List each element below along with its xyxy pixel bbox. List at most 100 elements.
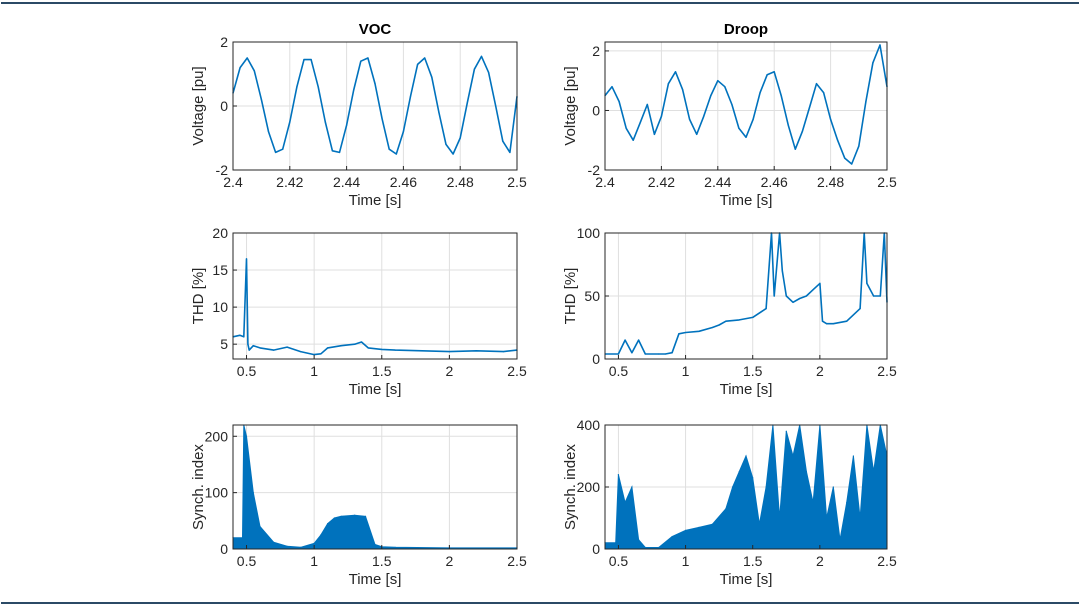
- y-tick-label: 100: [577, 225, 601, 241]
- data-point: [252, 492, 254, 494]
- data-point: [445, 143, 447, 145]
- data-point: [360, 60, 362, 62]
- data-point: [846, 320, 848, 322]
- y-tick-label: 200: [577, 479, 601, 495]
- data-point: [674, 71, 677, 73]
- data-point: [792, 301, 794, 303]
- data-point: [758, 523, 761, 525]
- data-point: [799, 297, 801, 300]
- data-point: [320, 534, 322, 536]
- data-point: [738, 127, 740, 129]
- data-point: [243, 336, 245, 338]
- data-point: [480, 55, 483, 58]
- data-point: [752, 118, 754, 120]
- x-tick-label: 2.4: [223, 174, 243, 190]
- data-point: [858, 145, 860, 147]
- data-point: [805, 295, 808, 297]
- data-point: [296, 86, 298, 88]
- y-axis-label: Voltage [pu]: [190, 66, 207, 145]
- x-tick-label: 2.4: [595, 174, 615, 190]
- x-tick-label: 1.5: [372, 363, 392, 379]
- data-point: [830, 118, 832, 120]
- data-point: [475, 350, 477, 352]
- x-tick-label: 2.44: [704, 174, 731, 190]
- x-tick-label: 2.48: [817, 174, 844, 190]
- data-point: [331, 150, 333, 152]
- x-tick-label: 1: [682, 363, 690, 379]
- x-axis-label: Time [s]: [720, 571, 773, 588]
- data-point: [502, 140, 504, 142]
- data-point: [685, 529, 687, 532]
- data-point: [611, 86, 613, 88]
- data-point: [792, 455, 794, 457]
- subplot-3: 0.5 1 1.5 2 2.5 5 10 15 20 Time [s] THD [%]: [190, 225, 527, 398]
- x-axis-label: Time [s]: [720, 381, 773, 398]
- axes-frame: [232, 424, 518, 550]
- data-point: [502, 351, 505, 353]
- data-point: [765, 486, 767, 488]
- data-point: [787, 124, 789, 126]
- y-tick-label: 0: [592, 541, 600, 557]
- data-point: [327, 347, 329, 349]
- data-point: [873, 295, 875, 297]
- data-point: [402, 131, 404, 133]
- data-point: [253, 70, 255, 72]
- data-point: [459, 137, 461, 139]
- data-point: [866, 282, 868, 284]
- x-tick-label: 2.46: [390, 174, 417, 190]
- data-point: [246, 57, 248, 59]
- subplot-title: Droop: [724, 21, 768, 38]
- data-point: [780, 95, 782, 97]
- data-point: [658, 546, 660, 549]
- data-point: [286, 545, 288, 547]
- data-point: [839, 539, 841, 541]
- data-point: [247, 343, 249, 345]
- data-point: [395, 153, 397, 155]
- data-point: [745, 455, 747, 457]
- data-point: [241, 537, 244, 539]
- data-point: [660, 115, 663, 117]
- y-tick-label: 15: [212, 262, 228, 278]
- data-point: [785, 430, 787, 432]
- subplot-title: VOC: [359, 21, 392, 38]
- data-point: [338, 151, 341, 153]
- data-point: [625, 127, 627, 129]
- data-point: [685, 331, 687, 334]
- data-point: [696, 133, 698, 135]
- data-point: [823, 92, 825, 94]
- data-point: [725, 508, 727, 510]
- y-tick-label: 20: [212, 225, 228, 241]
- data-point: [340, 515, 342, 517]
- data-point: [638, 539, 640, 541]
- data-point: [360, 341, 363, 343]
- x-tick-label: 2.44: [333, 174, 360, 190]
- data-point: [354, 343, 356, 345]
- data-point: [260, 99, 262, 101]
- y-tick-label: 100: [205, 485, 229, 501]
- data-point: [667, 83, 670, 85]
- plot-area: [605, 42, 887, 170]
- data-point: [773, 295, 775, 297]
- data-point: [245, 435, 248, 437]
- data-point: [267, 131, 270, 133]
- plot-area: [233, 425, 517, 549]
- data-point: [273, 541, 275, 543]
- data-point: [644, 353, 646, 355]
- data-point: [286, 346, 288, 348]
- y-tick-label: -2: [588, 162, 601, 178]
- data-point: [448, 351, 450, 353]
- series-area-1: [232, 424, 518, 550]
- data-point: [431, 76, 433, 78]
- data-point: [653, 133, 656, 135]
- x-tick-label: 2.5: [507, 174, 527, 190]
- data-point: [819, 282, 821, 284]
- x-tick-label: 2.5: [507, 553, 527, 569]
- subplot-6: 0.5 1 1.5 2 2.5 0 200 400 Time [s] Synch. index: [562, 417, 897, 588]
- data-point: [388, 148, 390, 150]
- data-point: [812, 289, 814, 291]
- x-axis-label: Time [s]: [349, 381, 402, 398]
- x-tick-label: 1.5: [743, 363, 763, 379]
- data-point: [275, 151, 277, 153]
- data-point: [805, 470, 808, 473]
- data-point: [859, 517, 861, 519]
